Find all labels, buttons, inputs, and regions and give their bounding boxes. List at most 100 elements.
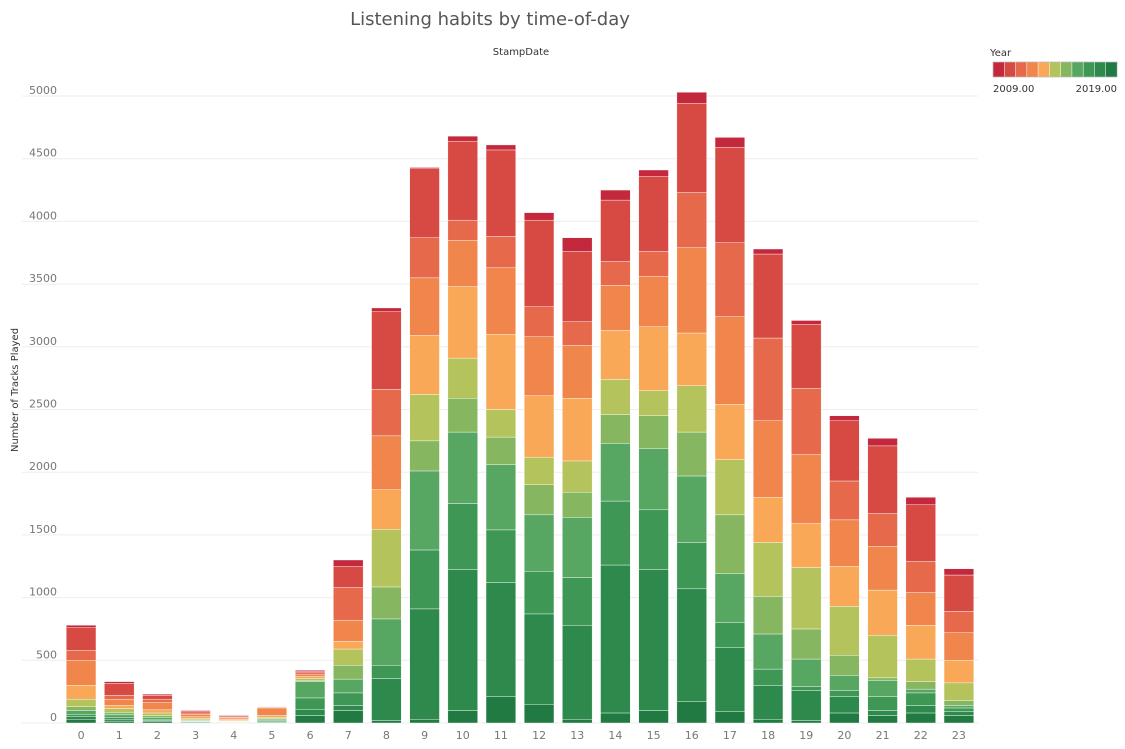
bar-segment xyxy=(868,446,898,514)
bar-segment xyxy=(562,238,592,252)
bar-segment xyxy=(372,436,402,490)
bar-segment xyxy=(601,331,631,380)
bar-segment xyxy=(295,715,325,723)
bar-segment xyxy=(753,421,783,497)
bar-segment xyxy=(791,720,821,723)
bar-segment xyxy=(791,324,821,388)
bar-segment xyxy=(639,176,669,251)
bar-segment xyxy=(753,338,783,421)
bar-segment xyxy=(524,213,554,221)
bar-segment xyxy=(295,682,325,698)
bar-segment xyxy=(104,695,134,699)
y-tick-label: 0 xyxy=(50,711,57,724)
x-tick-label: 0 xyxy=(78,729,85,742)
legend-swatch xyxy=(1016,62,1028,77)
bar-segment xyxy=(906,713,936,723)
y-tick-label: 3000 xyxy=(29,335,57,348)
bar-segment xyxy=(791,320,821,324)
bar-segment xyxy=(448,398,478,432)
legend-title: Year xyxy=(989,48,1012,59)
bar-segment xyxy=(639,391,669,416)
bar-segment xyxy=(372,619,402,665)
bar-segment xyxy=(830,421,860,481)
bar-segment xyxy=(410,471,440,550)
bar-segment xyxy=(601,190,631,200)
bar-segment xyxy=(181,717,211,719)
bar-segment xyxy=(143,715,173,717)
bar-segment xyxy=(868,514,898,547)
bar-segment xyxy=(486,145,516,150)
bar-segment xyxy=(562,346,592,399)
bar-segment xyxy=(715,243,745,317)
bar-segment xyxy=(143,702,173,710)
bar-segment xyxy=(372,587,402,619)
bar-segment xyxy=(104,721,134,723)
x-tick-label: 18 xyxy=(761,729,775,742)
bar-segment xyxy=(601,713,631,723)
legend-swatch xyxy=(1094,62,1106,77)
x-tick-label: 23 xyxy=(952,729,966,742)
bar-segment xyxy=(257,707,287,708)
y-tick-label: 5000 xyxy=(29,84,57,97)
bar-segment xyxy=(677,386,707,432)
bar-segment xyxy=(486,268,516,334)
bar-segment xyxy=(104,712,134,715)
x-tick-label: 10 xyxy=(456,729,470,742)
bar-segment xyxy=(830,675,860,690)
bar-segment xyxy=(677,248,707,333)
bar-segment xyxy=(143,695,173,699)
bar-segment xyxy=(257,715,287,717)
bar-segment xyxy=(104,699,134,705)
bar-segment xyxy=(944,575,974,611)
bar-segment xyxy=(868,680,898,696)
legend-swatch xyxy=(1061,62,1073,77)
bar-segment xyxy=(104,705,134,708)
x-tick-label: 7 xyxy=(345,729,352,742)
bar-segment xyxy=(333,566,363,587)
bar-segment xyxy=(295,698,325,709)
bar-segment xyxy=(715,515,745,574)
bar-segment xyxy=(906,659,936,682)
bar-segment xyxy=(257,708,287,716)
x-tick-label: 21 xyxy=(876,729,890,742)
bar-segment xyxy=(868,590,898,635)
bar-segment xyxy=(753,254,783,338)
bar-segment xyxy=(143,717,173,719)
bar-segment xyxy=(791,659,821,687)
bar-segment xyxy=(830,606,860,655)
bar-segment xyxy=(372,665,402,678)
bar-segment xyxy=(715,317,745,405)
bar-segment xyxy=(295,677,325,679)
bar-segment xyxy=(715,712,745,723)
bar-segment xyxy=(333,588,363,621)
bar-segment xyxy=(601,285,631,330)
bar-segment xyxy=(104,709,134,713)
bar-segment xyxy=(906,497,936,505)
bar-segment xyxy=(524,515,554,571)
bar-segment xyxy=(562,398,592,461)
bar-segment xyxy=(791,690,821,720)
bar-segment xyxy=(295,678,325,680)
bar-segment xyxy=(562,625,592,719)
bar-segment xyxy=(906,561,936,592)
bar-segment xyxy=(104,717,134,719)
bar-segment xyxy=(524,457,554,485)
bar-segment xyxy=(562,252,592,322)
x-tick-label: 1 xyxy=(116,729,123,742)
bar-segment xyxy=(715,404,745,459)
bar-segment xyxy=(639,170,669,176)
bar-segment xyxy=(944,633,974,661)
bar-segment xyxy=(143,699,173,702)
bar-segment xyxy=(410,169,440,238)
bar-segment xyxy=(66,685,96,699)
bar-segment xyxy=(944,683,974,701)
bar-segment xyxy=(181,710,211,711)
bar-segment xyxy=(524,485,554,515)
bar-segment xyxy=(791,568,821,629)
bar-segment xyxy=(753,685,783,719)
bar-segment xyxy=(333,620,363,641)
bar-segment xyxy=(639,448,669,509)
bar-segment xyxy=(66,628,96,651)
bar-segment xyxy=(906,593,936,626)
bar-segment xyxy=(753,719,783,723)
